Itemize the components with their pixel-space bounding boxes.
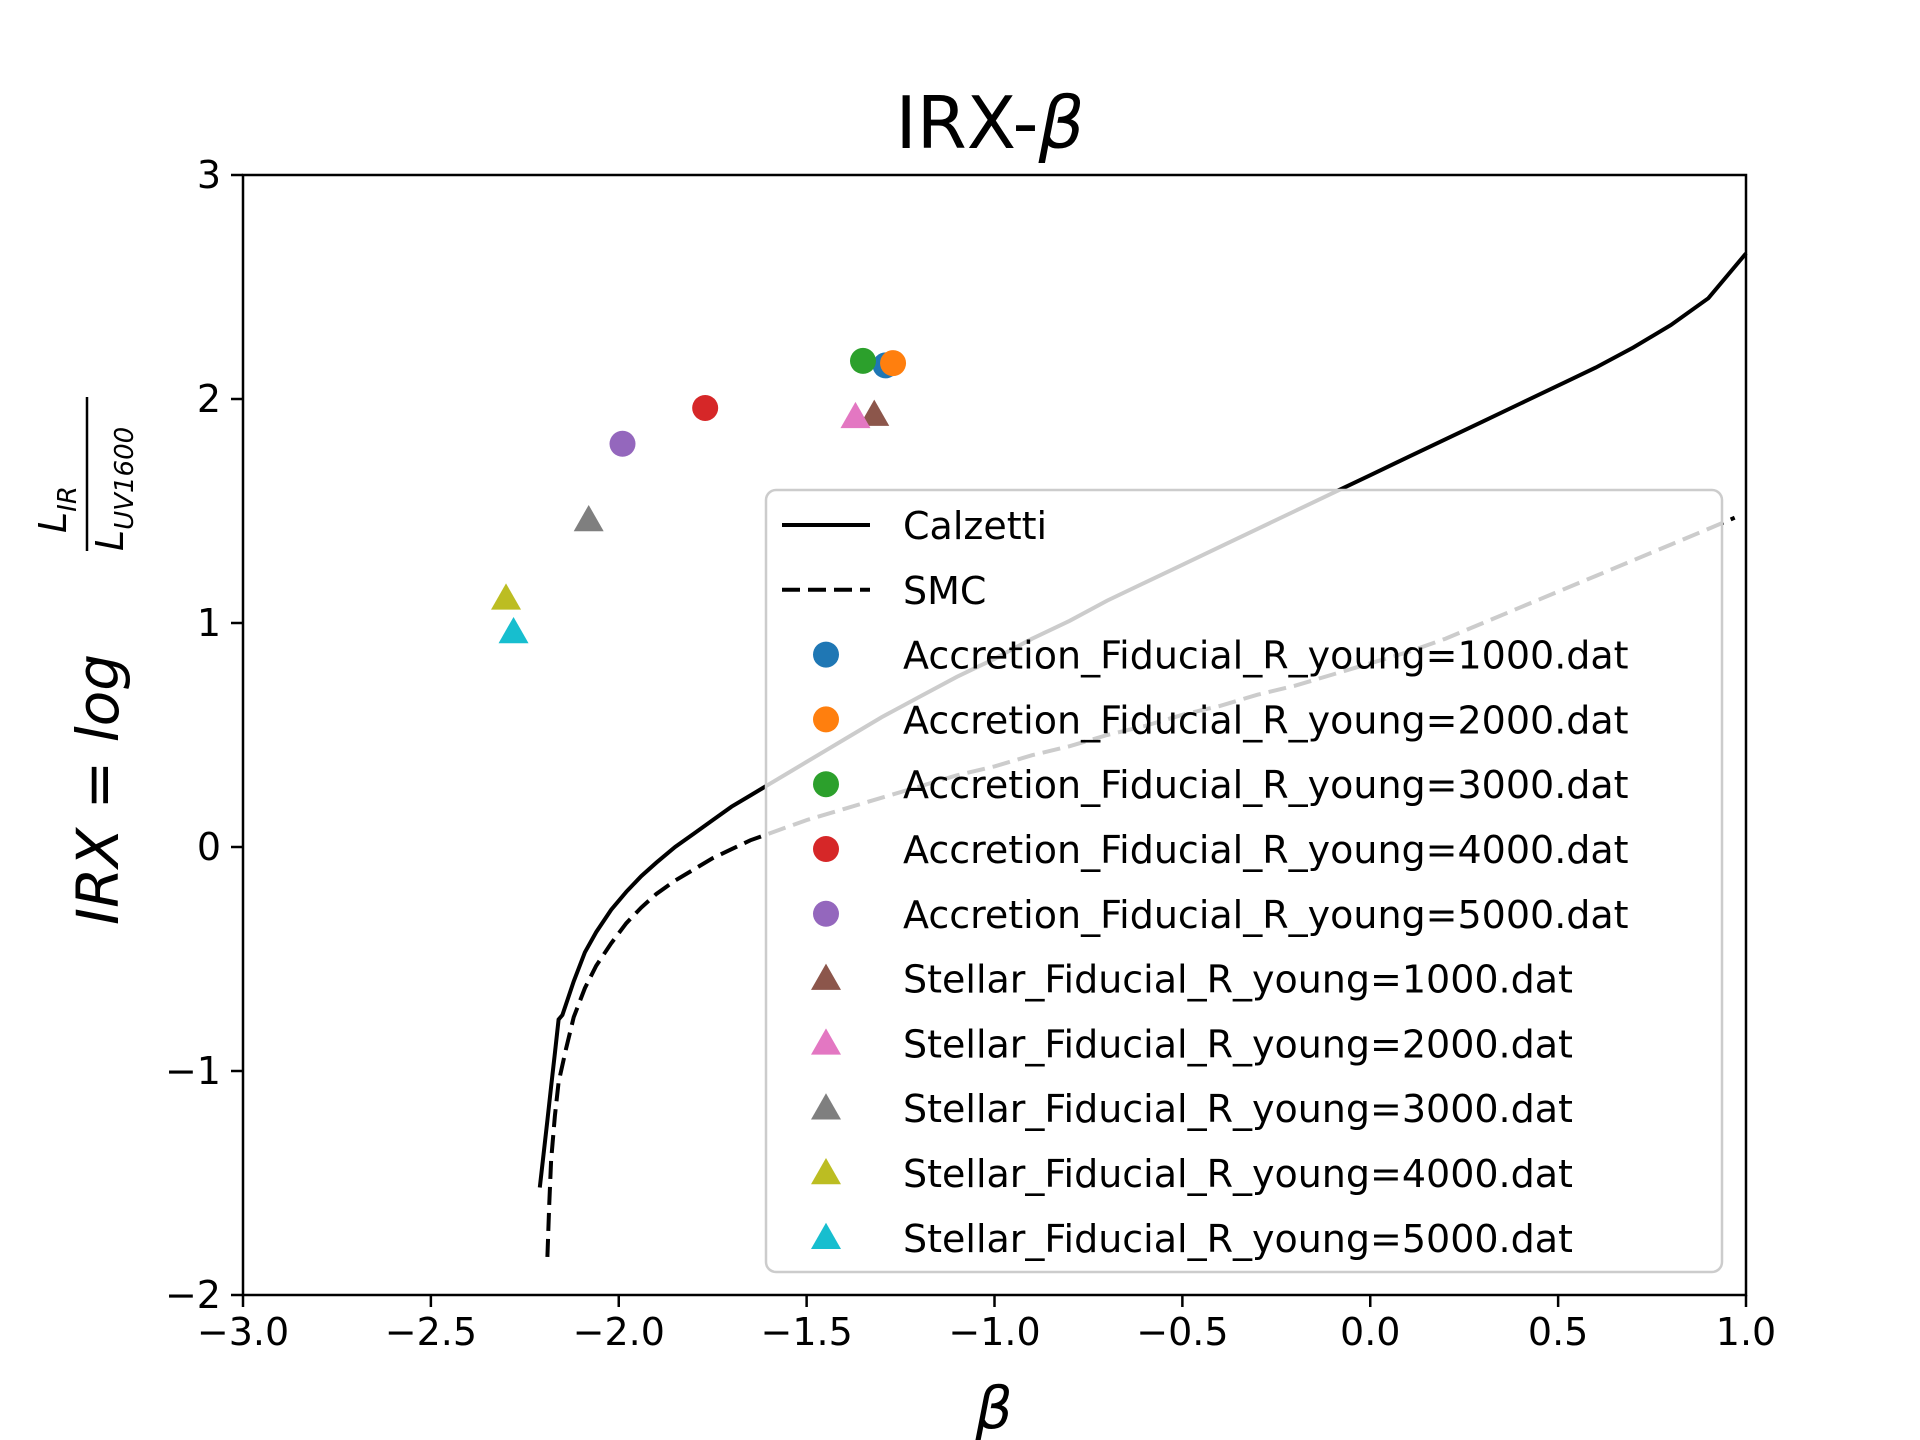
data-point-3 [849, 347, 876, 374]
legend-label: Stellar_Fiducial_R_young=2000.dat [903, 1022, 1573, 1066]
legend-marker [813, 900, 839, 927]
legend-label: Accretion_Fiducial_R_young=1000.dat [903, 634, 1629, 678]
legend-marker [811, 1222, 841, 1250]
x-tick-label: −2.5 [385, 1310, 477, 1354]
data-point-9 [491, 583, 522, 610]
y-tick-label: −1 [165, 1049, 221, 1093]
y-tick-label: 1 [197, 601, 221, 645]
y-axis-label-denominator: L [88, 530, 132, 551]
y-tick-label: −2 [165, 1273, 221, 1317]
legend-label: Accretion_Fiducial_R_young=4000.dat [903, 828, 1629, 872]
y-axis-label-fraction: LIR LUV1600 [31, 397, 140, 551]
legend-marker [811, 1158, 841, 1185]
x-tick-label: −1.5 [760, 1310, 852, 1354]
x-tick-label: 1.0 [1716, 1310, 1776, 1354]
legend-label: Accretion_Fiducial_R_young=5000.dat [903, 893, 1629, 937]
data-point-6 [859, 399, 890, 426]
y-axis-label-prefix: IRX = log [64, 654, 132, 925]
y-axis-label: IRX = log LIR LUV1600 [31, 397, 140, 925]
legend-marker [813, 771, 839, 798]
x-tick-label: 0.0 [1340, 1310, 1400, 1354]
legend-label: Stellar_Fiducial_R_young=3000.dat [903, 1087, 1573, 1131]
legend-box [764, 488, 1724, 1274]
svg-text:LIR: LIR [31, 486, 83, 533]
data-point-5 [609, 430, 636, 457]
legend-marker [811, 1093, 841, 1120]
legend-label: Stellar_Fiducial_R_young=4000.dat [903, 1152, 1573, 1196]
y-tick-label: 2 [197, 377, 221, 421]
y-axis-label-denominator-sub: UV1600 [110, 427, 140, 530]
legend-label: SMC [903, 569, 986, 613]
y-tick-label: 3 [197, 153, 221, 197]
y-axis-label-numerator: L [31, 512, 75, 533]
data-point-2 [880, 350, 907, 377]
legend-label: Calzetti [903, 504, 1047, 548]
x-tick-label: −3.0 [197, 1310, 289, 1354]
svg-text:LUV1600: LUV1600 [88, 427, 140, 551]
x-tick-label: 0.5 [1528, 1310, 1588, 1354]
x-axis-label: β [974, 1374, 1012, 1440]
legend-label: Stellar_Fiducial_R_young=1000.dat [903, 958, 1573, 1002]
x-tick-label: −2.0 [573, 1310, 665, 1354]
x-tick-label: −1.0 [948, 1310, 1040, 1354]
x-tick-label: −0.5 [1136, 1310, 1228, 1354]
data-point-10 [498, 616, 529, 644]
legend-label: Stellar_Fiducial_R_young=5000.dat [903, 1217, 1573, 1261]
legend-marker [813, 706, 839, 733]
legend: Calzetti SMC Accretion_Fiducial_R_young=10… [764, 488, 1724, 1274]
legend-label: Accretion_Fiducial_R_young=3000.dat [903, 763, 1629, 807]
y-tick-label: 0 [197, 825, 221, 869]
legend-marker [811, 1028, 841, 1055]
legend-marker [813, 641, 839, 668]
y-axis-label-numerator-sub: IR [53, 486, 83, 512]
legend-marker [811, 963, 841, 990]
legend-label: Accretion_Fiducial_R_young=2000.dat [903, 698, 1629, 742]
data-point-7 [840, 401, 871, 429]
x-axis: −3.0 −2.5 −2.0 −1.5 −1.0 −0.5 0.0 0.5 1.0 [197, 1295, 1776, 1354]
chart-title: IRX-β [896, 81, 1085, 165]
data-point-4 [692, 394, 719, 421]
legend-marker [813, 836, 839, 862]
data-point-8 [573, 504, 604, 532]
y-axis: −2 −1 0 1 2 3 [165, 153, 243, 1317]
